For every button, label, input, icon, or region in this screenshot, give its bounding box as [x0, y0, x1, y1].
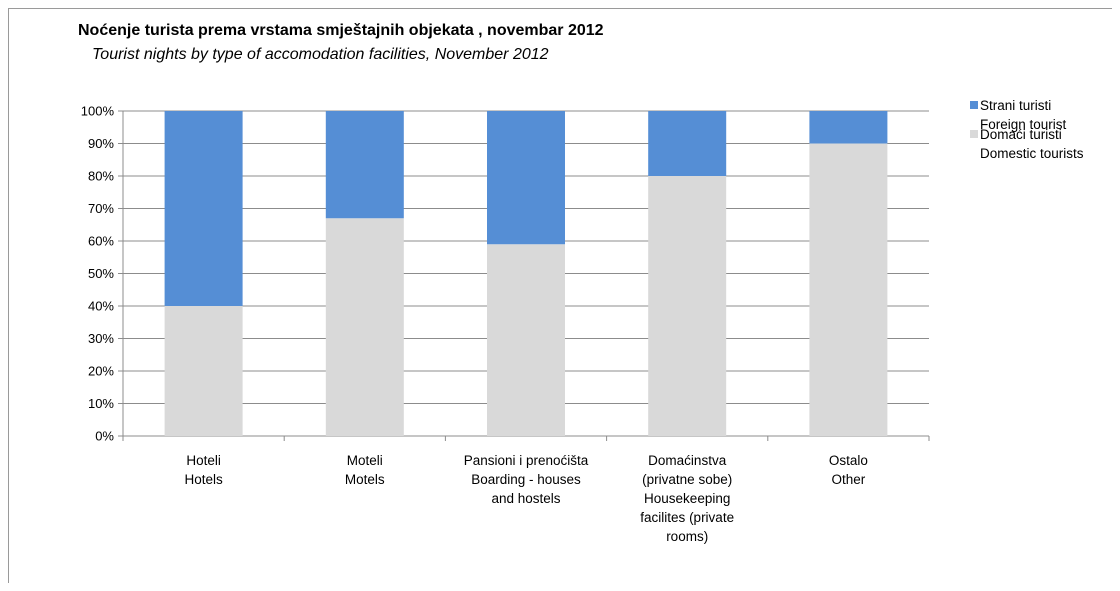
- y-tick-label: 20%: [88, 364, 114, 379]
- bar-segment-domestic: [487, 244, 565, 436]
- bar-segment-domestic: [648, 176, 727, 436]
- legend-label-line: Foreign tourist: [980, 117, 1067, 132]
- y-tick-label: 40%: [88, 299, 114, 314]
- chart-title: Noćenje turista prema vrstama smještajni…: [78, 22, 604, 39]
- legend-swatch-domestic: [970, 130, 978, 138]
- legend-item-foreign: Strani turisti Foreign tourist: [970, 96, 1067, 134]
- x-category-label: Ostalo: [829, 453, 868, 468]
- x-category-label: Moteli: [347, 453, 383, 468]
- y-tick-label: 70%: [88, 201, 114, 216]
- x-category-label: (privatne sobe): [642, 472, 732, 487]
- bar-segment-foreign: [809, 111, 888, 144]
- bar-segment-foreign: [164, 111, 243, 306]
- x-category-label: Hoteli: [186, 453, 221, 468]
- y-tick-label: 80%: [88, 169, 114, 184]
- x-category-label: Boarding - houses: [471, 472, 581, 487]
- bar-segment-foreign: [487, 111, 565, 245]
- y-tick-label: 0%: [95, 429, 114, 444]
- y-tick-label: 100%: [81, 104, 115, 119]
- legend-label-line: Domestic tourists: [980, 146, 1084, 161]
- y-tick-label: 60%: [88, 234, 114, 249]
- x-category-label: Domaćinstva: [648, 453, 727, 468]
- x-category-label: facilites (private: [640, 510, 734, 525]
- bar-segment-domestic: [809, 143, 888, 436]
- x-category-label: Hotels: [184, 472, 223, 487]
- bar-segment-domestic: [164, 306, 243, 436]
- bar-segment-foreign: [648, 111, 727, 176]
- x-category-label: Motels: [345, 472, 385, 487]
- x-category-label: Housekeeping: [644, 491, 730, 506]
- chart-subtitle: Tourist nights by type of accomodation f…: [92, 46, 549, 63]
- legend-item-domestic: Domaći turisti Domestic tourists: [970, 125, 1084, 163]
- y-tick-label: 90%: [88, 136, 114, 151]
- bar-segment-foreign: [325, 111, 404, 219]
- legend-swatch-foreign: [970, 101, 978, 109]
- x-category-label: rooms): [666, 529, 708, 544]
- y-tick-label: 10%: [88, 396, 114, 411]
- x-category-label: and hostels: [491, 491, 560, 506]
- chart-frame: [8, 8, 1112, 583]
- x-category-label: Pansioni i prenoćišta: [464, 453, 589, 468]
- y-tick-label: 30%: [88, 331, 114, 346]
- legend-label-line: Strani turisti: [980, 98, 1052, 113]
- legend-label-line: Domaći turisti: [980, 127, 1062, 142]
- x-category-label: Other: [832, 472, 866, 487]
- y-tick-label: 50%: [88, 266, 114, 281]
- bar-segment-domestic: [325, 218, 404, 436]
